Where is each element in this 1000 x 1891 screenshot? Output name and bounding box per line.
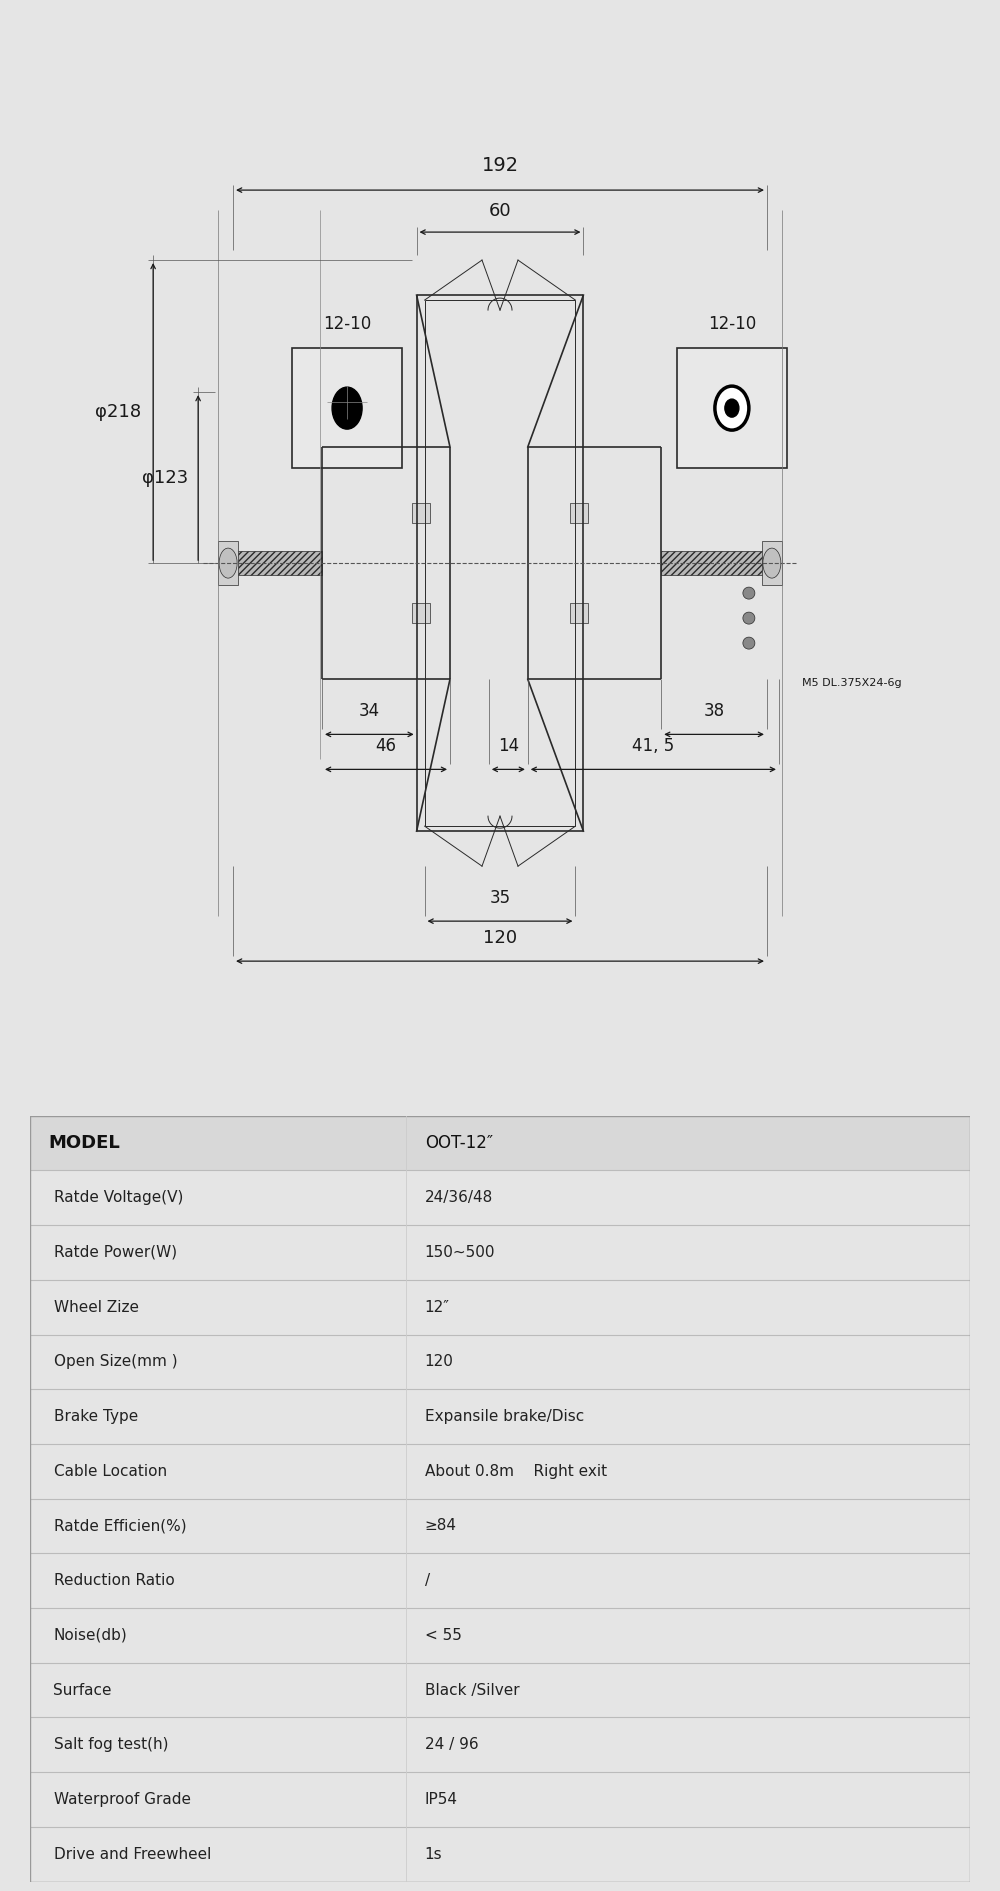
Text: Surface: Surface bbox=[54, 1683, 112, 1698]
Text: Ratde Voltage(V): Ratde Voltage(V) bbox=[54, 1189, 183, 1205]
Text: ≥84: ≥84 bbox=[425, 1518, 457, 1534]
Text: Ratde Power(W): Ratde Power(W) bbox=[54, 1244, 177, 1259]
Text: 41, 5: 41, 5 bbox=[632, 737, 674, 755]
Text: 35: 35 bbox=[489, 889, 511, 908]
Ellipse shape bbox=[219, 548, 237, 579]
Text: φ218: φ218 bbox=[95, 403, 141, 420]
Text: 150~500: 150~500 bbox=[425, 1244, 495, 1259]
Text: Waterproof Grade: Waterproof Grade bbox=[54, 1793, 190, 1808]
Bar bbox=[677, 348, 787, 469]
Text: Wheel Zize: Wheel Zize bbox=[54, 1299, 138, 1314]
Text: Ratde Efficien(%): Ratde Efficien(%) bbox=[54, 1518, 186, 1534]
Bar bbox=[570, 603, 588, 624]
Text: 38: 38 bbox=[703, 702, 725, 720]
Text: Brake Type: Brake Type bbox=[54, 1409, 138, 1424]
Bar bbox=[412, 503, 430, 524]
Text: 12-10: 12-10 bbox=[323, 316, 371, 333]
Text: φ123: φ123 bbox=[142, 469, 188, 486]
Text: < 55: < 55 bbox=[425, 1628, 462, 1643]
Bar bbox=[661, 550, 767, 575]
Circle shape bbox=[743, 586, 755, 599]
Text: OOT-12″: OOT-12″ bbox=[425, 1135, 493, 1152]
Text: IP54: IP54 bbox=[425, 1793, 458, 1808]
Text: About 0.8m    Right exit: About 0.8m Right exit bbox=[425, 1464, 607, 1479]
Text: 14: 14 bbox=[498, 737, 519, 755]
Ellipse shape bbox=[332, 388, 362, 429]
Text: Cable Location: Cable Location bbox=[54, 1464, 167, 1479]
Circle shape bbox=[743, 613, 755, 624]
Text: /: / bbox=[425, 1573, 430, 1588]
Text: 12-10: 12-10 bbox=[708, 316, 756, 333]
Bar bbox=[233, 550, 322, 575]
Text: 1s: 1s bbox=[425, 1848, 442, 1863]
Text: 46: 46 bbox=[376, 737, 397, 755]
Bar bbox=[762, 541, 782, 584]
Ellipse shape bbox=[763, 548, 781, 579]
Text: Black /Silver: Black /Silver bbox=[425, 1683, 519, 1698]
Text: M5 DL.375X24-6g: M5 DL.375X24-6g bbox=[802, 679, 902, 688]
Circle shape bbox=[743, 637, 755, 649]
Text: MODEL: MODEL bbox=[49, 1135, 121, 1152]
Text: Open Size(mm ): Open Size(mm ) bbox=[54, 1354, 177, 1369]
Bar bbox=[218, 541, 238, 584]
Ellipse shape bbox=[715, 386, 749, 429]
Bar bbox=[292, 348, 402, 469]
Text: 24 / 96: 24 / 96 bbox=[425, 1738, 478, 1753]
Text: Noise(db): Noise(db) bbox=[54, 1628, 127, 1643]
Text: Reduction Ratio: Reduction Ratio bbox=[54, 1573, 174, 1588]
Bar bbox=[412, 603, 430, 624]
Bar bbox=[30, 1116, 970, 1171]
Text: 12″: 12″ bbox=[425, 1299, 450, 1314]
Text: 24/36/48: 24/36/48 bbox=[425, 1189, 493, 1205]
Bar bbox=[570, 503, 588, 524]
Text: 192: 192 bbox=[481, 157, 519, 176]
Text: 120: 120 bbox=[425, 1354, 454, 1369]
Text: 60: 60 bbox=[489, 202, 511, 219]
Ellipse shape bbox=[725, 399, 739, 418]
Text: Drive and Freewheel: Drive and Freewheel bbox=[54, 1848, 211, 1863]
Text: Expansile brake/Disc: Expansile brake/Disc bbox=[425, 1409, 584, 1424]
Text: 120: 120 bbox=[483, 928, 517, 947]
Text: 34: 34 bbox=[359, 702, 380, 720]
Text: Salt fog test(h): Salt fog test(h) bbox=[54, 1738, 168, 1753]
